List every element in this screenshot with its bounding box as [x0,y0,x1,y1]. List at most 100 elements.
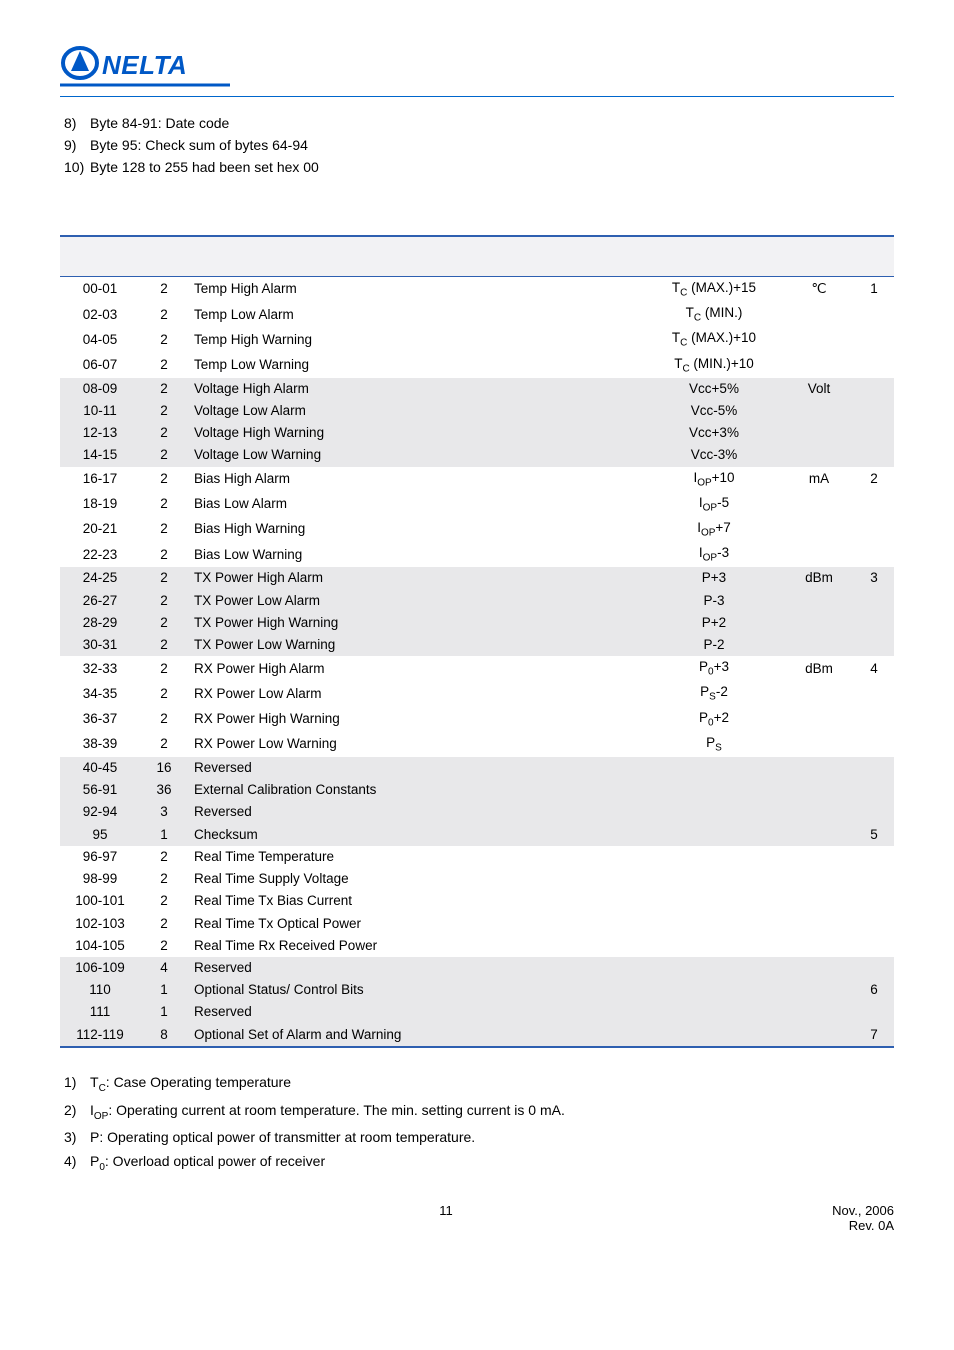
cell-note [854,634,894,656]
cell-unit [784,935,854,957]
alarm-warning-table: 00-012Temp High AlarmTC (MAX.)+15℃102-03… [60,277,894,1048]
cell-unit [784,890,854,912]
cell-value [644,935,784,957]
cell-name: Temp Low Alarm [188,302,644,327]
cell-size: 2 [140,492,188,517]
cell-note [854,444,894,466]
cell-size: 2 [140,681,188,706]
cell-size: 2 [140,567,188,589]
cell-address: 20-21 [60,517,140,542]
cell-address: 30-31 [60,634,140,656]
table-row: 100-1012Real Time Tx Bias Current [60,890,894,912]
cell-note: 7 [854,1024,894,1047]
footnote-number: 1) [64,1074,90,1094]
cell-size: 2 [140,935,188,957]
cell-name: Optional Status/ Control Bits [188,979,644,1001]
cell-address: 06-07 [60,353,140,378]
cell-unit [784,957,854,979]
cell-name: Voltage Low Warning [188,444,644,466]
cell-size: 2 [140,732,188,757]
cell-name: RX Power High Warning [188,707,644,732]
footnote-item: 3)P: Operating optical power of transmit… [64,1129,894,1145]
cell-address: 106-109 [60,957,140,979]
cell-unit [784,327,854,352]
cell-note [854,327,894,352]
cell-note [854,868,894,890]
cell-note [854,492,894,517]
cell-size: 2 [140,353,188,378]
cell-unit [784,444,854,466]
cell-unit: Volt [784,378,854,400]
cell-size: 2 [140,590,188,612]
cell-address: 14-15 [60,444,140,466]
cell-name: Temp Low Warning [188,353,644,378]
cell-size: 8 [140,1024,188,1047]
cell-value: TC (MIN.)+10 [644,353,784,378]
cell-note: 5 [854,824,894,846]
cell-name: Voltage High Alarm [188,378,644,400]
cell-value: IOP+10 [644,467,784,492]
cell-address: 40-45 [60,757,140,779]
cell-value: Vcc-3% [644,444,784,466]
table-row: 96-972Real Time Temperature [60,846,894,868]
cell-size: 1 [140,1001,188,1023]
cell-name: TX Power High Alarm [188,567,644,589]
cell-unit [784,707,854,732]
cell-unit [784,590,854,612]
table-row: 06-072Temp Low WarningTC (MIN.)+10 [60,353,894,378]
table-row: 10-112Voltage Low AlarmVcc-5% [60,400,894,422]
cell-name: Reserved [188,1001,644,1023]
cell-address: 08-09 [60,378,140,400]
footnote-item: 4)P0: Overload optical power of receiver [64,1153,894,1173]
footnote-text: P0: Overload optical power of receiver [90,1153,894,1173]
cell-name: Real Time Temperature [188,846,644,868]
cell-name: Temp High Alarm [188,277,644,302]
cell-name: RX Power Low Warning [188,732,644,757]
cell-unit [784,779,854,801]
cell-size: 1 [140,824,188,846]
cell-note [854,779,894,801]
cell-value: PS [644,732,784,757]
logo: NELTA [60,40,894,88]
cell-value: TC (MAX.)+10 [644,327,784,352]
cell-address: 95 [60,824,140,846]
cell-address: 28-29 [60,612,140,634]
cell-value: P+2 [644,612,784,634]
cell-note [854,757,894,779]
table-row: 20-212Bias High WarningIOP+7 [60,517,894,542]
table-row: 22-232Bias Low WarningIOP-3 [60,542,894,567]
cell-size: 4 [140,957,188,979]
cell-note [854,890,894,912]
cell-value [644,1001,784,1023]
cell-address: 111 [60,1001,140,1023]
cell-note: 1 [854,277,894,302]
header-divider [60,96,894,97]
table-row: 102-1032Real Time Tx Optical Power [60,913,894,935]
cell-name: Reserved [188,957,644,979]
cell-address: 32-33 [60,656,140,681]
cell-address: 16-17 [60,467,140,492]
cell-unit [784,681,854,706]
cell-name: RX Power Low Alarm [188,681,644,706]
cell-size: 2 [140,542,188,567]
cell-unit [784,1001,854,1023]
cell-name: Bias High Warning [188,517,644,542]
cell-size: 2 [140,467,188,492]
footer-date: Nov., 2006 [832,1203,894,1218]
table-row: 98-992Real Time Supply Voltage [60,868,894,890]
table-row: 104-1052Real Time Rx Received Power [60,935,894,957]
cell-name: Voltage Low Alarm [188,400,644,422]
cell-address: 104-105 [60,935,140,957]
cell-note [854,1001,894,1023]
list-text: Byte 128 to 255 had been set hex 00 [90,159,894,175]
cell-note [854,846,894,868]
cell-note [854,302,894,327]
cell-value: IOP-5 [644,492,784,517]
cell-size: 2 [140,277,188,302]
cell-size: 2 [140,846,188,868]
alarm-table: 00-012Temp High AlarmTC (MAX.)+15℃102-03… [60,235,894,1048]
cell-address: 96-97 [60,846,140,868]
cell-unit [784,913,854,935]
cell-value: Vcc+3% [644,422,784,444]
list-text: Byte 95: Check sum of bytes 64-94 [90,137,894,153]
